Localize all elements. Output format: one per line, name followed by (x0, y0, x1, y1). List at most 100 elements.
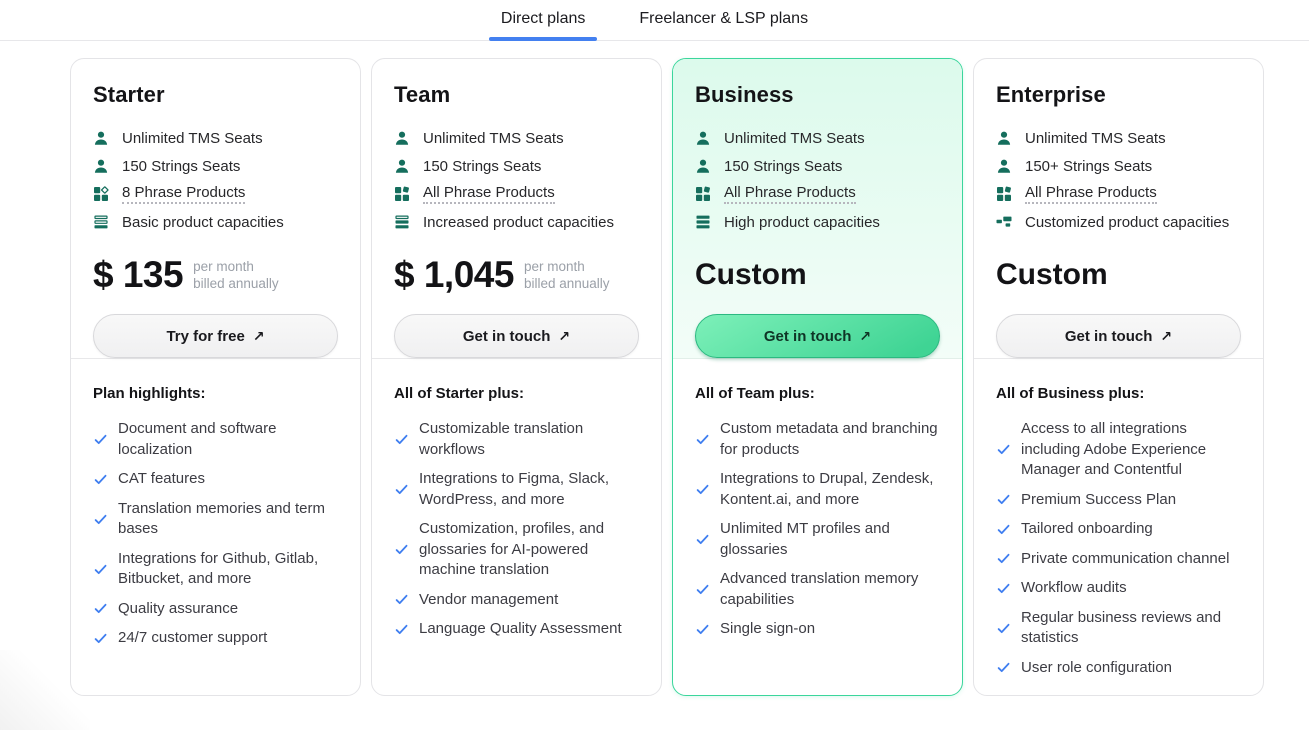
check-icon (695, 582, 710, 597)
feature-term-link[interactable]: All Phrase Products (1025, 184, 1157, 204)
external-link-arrow-icon: ↗ (558, 327, 571, 344)
get-in-touch-button[interactable]: Get in touch ↗ (996, 314, 1241, 358)
highlight-item-label: Premium Success Plan (1021, 490, 1177, 508)
external-link-arrow-icon: ↗ (252, 327, 265, 344)
plan-card-top: Business Unlimited TMS Seats 150 Strings… (673, 59, 962, 359)
plan-feature: 150 Strings Seats (695, 152, 940, 180)
try-for-free-button[interactable]: Try for free ↗ (93, 314, 338, 358)
highlight-item-label: Integrations to Figma, Slack, WordPress,… (419, 470, 610, 508)
highlight-item-label: Integrations to Drupal, Zendesk, Kontent… (720, 470, 934, 508)
feature-label: 150+ Strings Seats (1025, 157, 1153, 175)
price-note-line1: per month (193, 259, 254, 274)
plan-feature: 8 Phrase Products (93, 180, 338, 208)
feature-term-link[interactable]: All Phrase Products (724, 184, 856, 204)
price-billing-note: per month billed annually (524, 258, 610, 292)
custom-price-label: Custom (695, 258, 807, 291)
highlight-item: Private communication channel (996, 549, 1241, 570)
check-icon (996, 660, 1011, 675)
highlight-item-label: Language Quality Assessment (419, 620, 622, 637)
plan-feature: All Phrase Products (394, 180, 639, 208)
check-icon (93, 432, 108, 447)
highlights-title: Plan highlights: (93, 385, 206, 402)
highlight-item-label: Access to all integrations including Ado… (1021, 420, 1207, 478)
check-icon (695, 432, 710, 447)
feature-label: Unlimited TMS Seats (1025, 129, 1166, 147)
plan-card-highlights: All of Business plus: Access to all inte… (974, 359, 1263, 707)
plan-card-top: Enterprise Unlimited TMS Seats 150+ Stri… (974, 59, 1263, 359)
capacity-basic-icon (93, 214, 109, 230)
plan-card-team: Team Unlimited TMS Seats 150 Strings Sea… (371, 58, 662, 696)
feature-label: Unlimited TMS Seats (724, 129, 865, 147)
highlight-item: CAT features (93, 469, 338, 490)
highlight-item-label: Advanced translation memory capabilities (720, 570, 919, 608)
plan-feature: 150 Strings Seats (394, 152, 639, 180)
highlight-item: Translation memories and term bases (93, 499, 338, 540)
feature-label: Unlimited TMS Seats (122, 129, 263, 147)
highlight-item-label: Tailored onboarding (1021, 520, 1153, 537)
highlight-item-label: Customizable translation workflows (419, 420, 584, 458)
plan-feature: 150+ Strings Seats (996, 152, 1241, 180)
check-icon (394, 592, 409, 607)
custom-price-label: Custom (996, 258, 1108, 291)
check-icon (695, 532, 710, 547)
highlight-item: Document and software localization (93, 419, 338, 460)
plan-card-highlights: All of Starter plus: Customizable transl… (372, 359, 661, 669)
highlight-item-label: Quality assurance (118, 599, 239, 617)
external-link-arrow-icon: ↗ (859, 327, 872, 344)
highlight-item: Language Quality Assessment (394, 619, 639, 640)
feature-label: Customized product capacities (1025, 213, 1230, 231)
price-note-line1: per month (523, 259, 585, 274)
plan-type-tabs: Direct plans Freelancer & LSP plans (0, 0, 1309, 41)
highlight-item: Custom metadata and branching for produc… (695, 419, 940, 460)
check-icon (394, 542, 409, 557)
highlight-item: Tailored onboarding (996, 519, 1241, 540)
plan-name: Starter (93, 82, 165, 107)
plan-feature: Unlimited TMS Seats (93, 124, 338, 152)
plan-name: Enterprise (996, 82, 1106, 107)
tab-freelancer-lsp-plans[interactable]: Freelancer & LSP plans (639, 10, 809, 27)
check-icon (93, 512, 108, 527)
user-icon (394, 130, 410, 146)
highlight-item: Regular business reviews and statistics (996, 608, 1241, 649)
plan-card-highlights: All of Team plus: Custom metadata and br… (673, 359, 962, 669)
check-icon (394, 432, 409, 447)
check-icon (93, 601, 108, 616)
plan-feature: All Phrase Products (996, 180, 1241, 208)
highlight-item-label: User role configuration (1021, 658, 1172, 676)
feature-term-link[interactable]: All Phrase Products (423, 184, 555, 204)
plan-card-enterprise: Enterprise Unlimited TMS Seats 150+ Stri… (973, 58, 1264, 696)
plan-price: $ 135 per month billed annually (93, 247, 338, 303)
check-icon (996, 522, 1011, 537)
highlights-title: All of Team plus: (695, 385, 815, 402)
highlight-item-label: Document and software localization (118, 420, 277, 458)
feature-label: 150 Strings Seats (423, 157, 542, 175)
plan-price: $ 1,045 per month billed annually (394, 247, 639, 303)
price-amount: $ 135 (93, 254, 184, 295)
price-amount: $ 1,045 (394, 254, 514, 295)
check-icon (996, 442, 1011, 457)
feature-label: Basic product capacities (122, 213, 284, 231)
highlight-item-label: Private communication channel (1021, 549, 1230, 567)
get-in-touch-button[interactable]: Get in touch ↗ (394, 314, 639, 358)
plan-feature: Basic product capacities (93, 208, 338, 236)
feature-term-link[interactable]: 8 Phrase Products (122, 184, 246, 204)
highlight-item: Quality assurance (93, 599, 338, 620)
check-icon (996, 551, 1011, 566)
check-icon (93, 631, 108, 646)
plan-card-business: Business Unlimited TMS Seats 150 Strings… (672, 58, 963, 696)
plan-feature: Unlimited TMS Seats (394, 124, 639, 152)
products-icon (996, 186, 1012, 202)
highlight-item-label: Workflow audits (1021, 579, 1127, 596)
check-icon (996, 621, 1011, 636)
user-icon (996, 130, 1012, 146)
highlight-item: Unlimited MT profiles and glossaries (695, 519, 940, 560)
highlight-item-label: Custom metadata and branching for produc… (720, 420, 938, 458)
user-icon (695, 130, 711, 146)
plan-card-top: Team Unlimited TMS Seats 150 Strings Sea… (372, 59, 661, 359)
highlight-item-label: Unlimited MT profiles and glossaries (720, 520, 890, 558)
get-in-touch-button[interactable]: Get in touch ↗ (695, 314, 940, 358)
highlight-item-label: CAT features (118, 470, 205, 487)
plan-name: Business (695, 82, 794, 107)
tab-direct-plans[interactable]: Direct plans (488, 0, 598, 41)
highlight-item: Workflow audits (996, 578, 1241, 599)
